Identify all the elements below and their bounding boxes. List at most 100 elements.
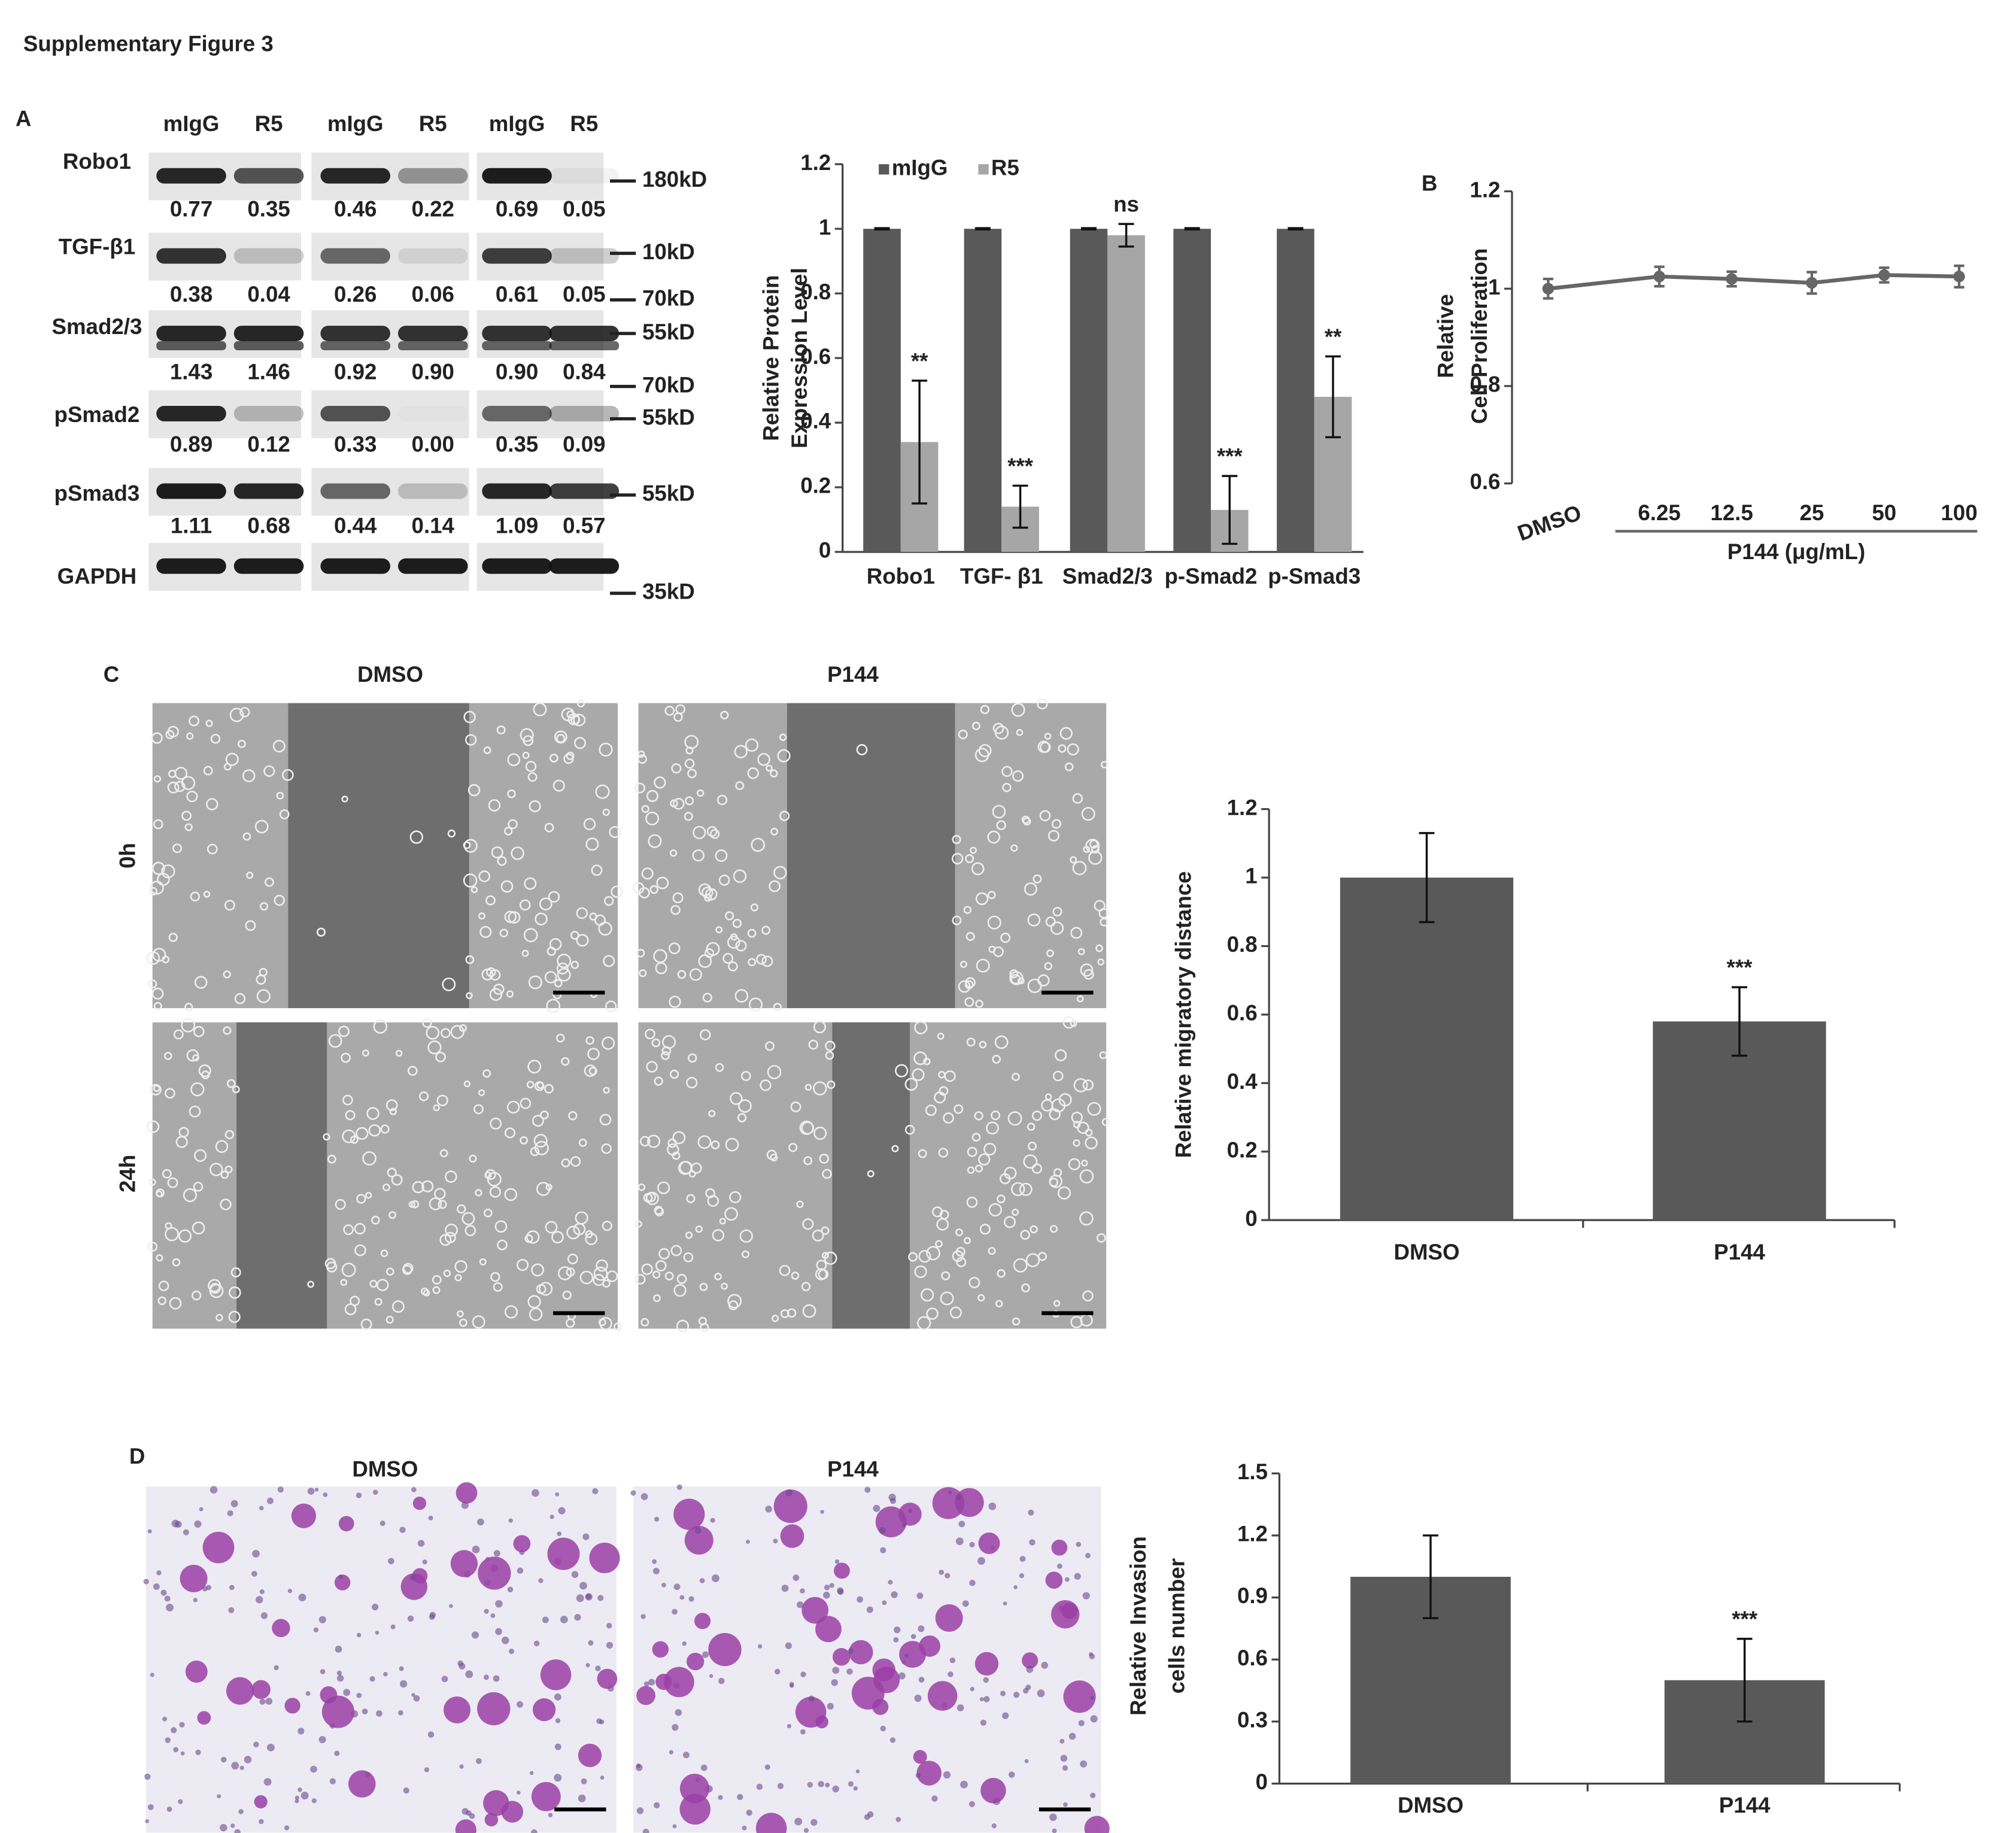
cell <box>362 1151 377 1166</box>
stained-cell <box>1061 1603 1078 1619</box>
blot-row-label: pSmad3 <box>54 481 140 506</box>
stained-cell <box>832 1647 851 1666</box>
blot-row-label: pSmad2 <box>54 402 140 427</box>
stained-cell <box>477 1692 511 1726</box>
cell <box>687 1053 697 1063</box>
cell <box>1030 1225 1038 1234</box>
pore <box>166 1603 174 1612</box>
y-axis-label: Relative <box>1434 294 1458 378</box>
blot-band <box>549 341 620 351</box>
pore <box>180 1751 185 1756</box>
cell <box>770 1154 778 1162</box>
cell <box>561 1158 570 1168</box>
cell <box>546 999 561 1013</box>
cell <box>1027 1122 1036 1131</box>
pore <box>758 1644 763 1649</box>
cell <box>791 1271 800 1280</box>
cell <box>523 928 538 943</box>
stained-cell <box>484 1813 499 1827</box>
cell <box>1037 741 1050 753</box>
pore <box>147 1529 152 1534</box>
cell <box>670 799 678 808</box>
blot-quant: 0.33 <box>334 432 377 457</box>
point <box>1726 273 1738 285</box>
stained-cell <box>202 1531 235 1564</box>
bar <box>863 229 901 552</box>
cell <box>525 760 537 772</box>
pore <box>532 1489 539 1497</box>
cell <box>955 1246 966 1257</box>
cell <box>867 1170 875 1178</box>
cell <box>684 735 699 749</box>
cell <box>904 1125 915 1135</box>
cell <box>1052 906 1062 916</box>
cell <box>181 776 196 790</box>
y-tick-label: 0.6 <box>1470 469 1501 494</box>
pore <box>977 1556 985 1565</box>
cell <box>640 1318 649 1327</box>
cell <box>507 753 521 766</box>
cell <box>926 1246 940 1261</box>
stained-cell <box>978 1532 1000 1554</box>
cell <box>655 1260 667 1271</box>
marker-label: 55kD <box>642 481 695 506</box>
cell <box>341 1052 351 1063</box>
cell <box>987 915 1001 930</box>
blot-band <box>233 326 304 342</box>
cell <box>997 1194 1006 1204</box>
cell <box>167 781 180 794</box>
cell <box>988 945 996 953</box>
cell <box>1073 1078 1088 1092</box>
y-axis-label: Relative Protein <box>759 275 784 441</box>
pore <box>945 1573 951 1579</box>
cell <box>365 1192 372 1199</box>
panel-label: B <box>1422 171 1437 195</box>
cell <box>281 769 294 781</box>
cell <box>825 1051 834 1060</box>
pore <box>411 1487 417 1492</box>
cell <box>779 811 790 821</box>
significance: *** <box>1727 955 1753 980</box>
cell <box>1077 1121 1089 1134</box>
cell <box>770 827 779 836</box>
pore <box>781 1585 789 1592</box>
blot-band <box>482 405 552 421</box>
blot-band <box>156 248 226 264</box>
cell <box>603 955 615 967</box>
pore <box>475 1758 482 1764</box>
blot-band <box>233 248 304 264</box>
wound-gap <box>832 1022 910 1329</box>
cell <box>570 930 579 940</box>
cell <box>756 954 767 965</box>
cell <box>764 1041 775 1051</box>
pore <box>231 1762 239 1770</box>
cell <box>350 1135 359 1144</box>
cell <box>702 993 712 1003</box>
cell <box>672 797 685 810</box>
pore <box>441 1676 448 1683</box>
stained-cell <box>338 1516 354 1532</box>
cell <box>918 1149 927 1158</box>
cell <box>368 1124 381 1137</box>
cell <box>485 895 496 906</box>
cell <box>788 1143 798 1152</box>
cell <box>494 1220 508 1233</box>
stained-cell <box>927 1681 958 1711</box>
cell <box>165 1088 175 1099</box>
cell <box>527 1295 541 1309</box>
pore <box>517 1567 524 1574</box>
pore <box>1062 1765 1068 1771</box>
pore <box>457 1660 464 1667</box>
pore <box>399 1666 404 1671</box>
pore <box>891 1591 898 1598</box>
stained-cell <box>916 1761 942 1786</box>
cell <box>465 955 475 964</box>
pore <box>1078 1720 1085 1726</box>
cell <box>711 1140 720 1149</box>
pore <box>252 1550 260 1558</box>
cell <box>239 707 250 718</box>
cell <box>232 1085 240 1094</box>
cell <box>561 1057 570 1066</box>
pore <box>599 1719 605 1725</box>
pore <box>150 1673 154 1677</box>
